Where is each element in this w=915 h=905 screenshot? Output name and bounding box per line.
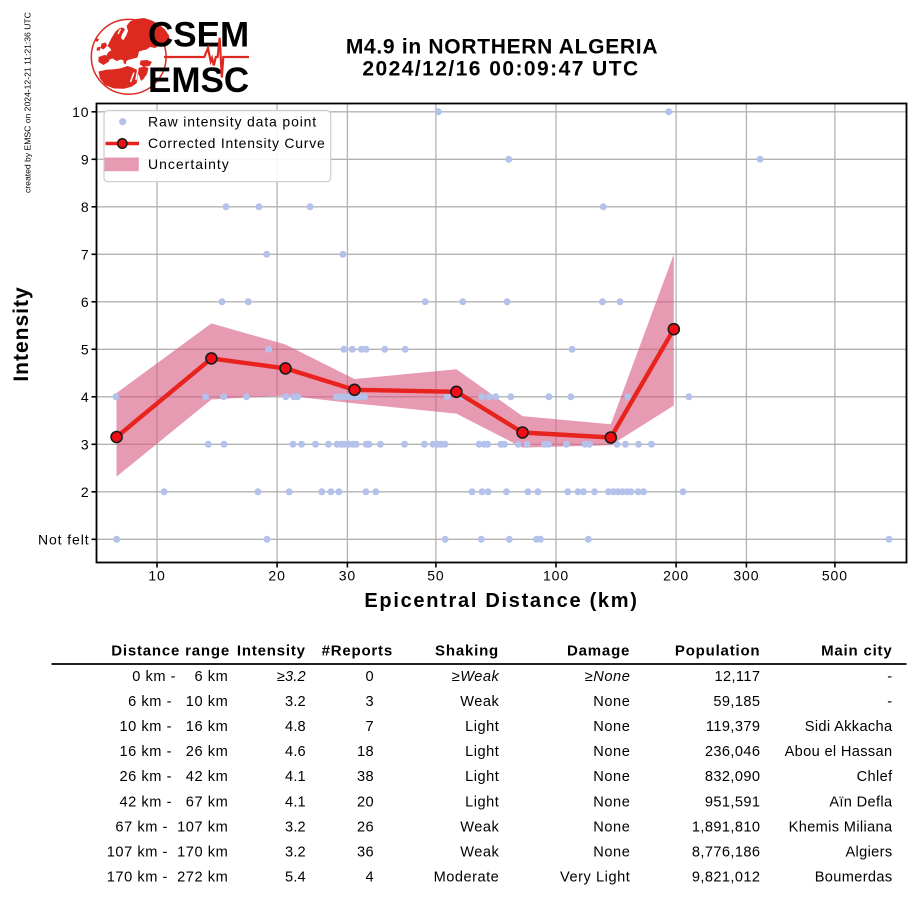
svg-text:≥Weak: ≥Weak bbox=[452, 669, 500, 685]
svg-text:Corrected Intensity Curve: Corrected Intensity Curve bbox=[148, 135, 325, 151]
svg-text:20: 20 bbox=[357, 794, 374, 810]
svg-text:4.1: 4.1 bbox=[285, 794, 306, 810]
svg-text:Sidi Akkacha: Sidi Akkacha bbox=[805, 719, 893, 735]
svg-text:6: 6 bbox=[81, 294, 90, 310]
svg-text:≥3.2: ≥3.2 bbox=[277, 669, 306, 685]
svg-text:None: None bbox=[593, 694, 630, 710]
svg-text:10: 10 bbox=[72, 104, 89, 120]
svg-text:4.1: 4.1 bbox=[285, 769, 306, 785]
svg-text:200: 200 bbox=[663, 568, 689, 584]
svg-text:4.6: 4.6 bbox=[285, 744, 306, 760]
svg-text:38: 38 bbox=[357, 769, 374, 785]
svg-text:3: 3 bbox=[81, 436, 90, 452]
svg-text:CSEM: CSEM bbox=[148, 16, 249, 55]
svg-text:None: None bbox=[593, 845, 630, 861]
svg-text:67 km - 107 km: 67 km - 107 km bbox=[115, 819, 228, 835]
svg-text:None: None bbox=[593, 744, 630, 760]
svg-text:None: None bbox=[593, 719, 630, 735]
svg-text:6 km - 10 km: 6 km - 10 km bbox=[128, 694, 228, 710]
svg-text:4: 4 bbox=[81, 389, 90, 405]
svg-text:Epicentral Distance (km): Epicentral Distance (km) bbox=[364, 590, 638, 612]
svg-text:59,185: 59,185 bbox=[713, 694, 760, 710]
svg-text:10 km - 16 km: 10 km - 16 km bbox=[119, 719, 228, 735]
svg-text:36: 36 bbox=[357, 845, 374, 861]
svg-text:18: 18 bbox=[357, 744, 374, 760]
svg-text:3.2: 3.2 bbox=[285, 694, 306, 710]
svg-text:832,090: 832,090 bbox=[705, 769, 761, 785]
svg-text:Shaking: Shaking bbox=[435, 643, 499, 660]
svg-text:≥None: ≥None bbox=[585, 669, 631, 685]
svg-text:Weak: Weak bbox=[460, 694, 499, 710]
svg-text:170 km - 272 km: 170 km - 272 km bbox=[107, 870, 229, 886]
svg-text:Not felt: Not felt bbox=[38, 531, 90, 547]
svg-text:30: 30 bbox=[339, 568, 356, 584]
svg-text:Intensity: Intensity bbox=[10, 286, 33, 381]
svg-text:Uncertainty: Uncertainty bbox=[148, 156, 230, 172]
svg-text:Chlef: Chlef bbox=[857, 769, 893, 785]
svg-text:2: 2 bbox=[81, 484, 90, 500]
svg-text:Population: Population bbox=[675, 643, 761, 660]
svg-text:5: 5 bbox=[81, 341, 90, 357]
svg-text:Light: Light bbox=[465, 744, 499, 760]
svg-text:created by EMSC on 2024-12-21: created by EMSC on 2024-12-21 11:21:36 U… bbox=[23, 12, 33, 193]
svg-text:8,776,186: 8,776,186 bbox=[692, 845, 761, 861]
svg-text:Intensity: Intensity bbox=[237, 643, 306, 660]
svg-text:16 km - 26 km: 16 km - 26 km bbox=[119, 744, 228, 760]
svg-text:Light: Light bbox=[465, 769, 499, 785]
svg-text:2024/12/16 00:09:47 UTC: 2024/12/16 00:09:47 UTC bbox=[362, 58, 639, 81]
svg-text:None: None bbox=[593, 819, 630, 835]
svg-text:0 km - 6 km: 0 km - 6 km bbox=[132, 669, 228, 685]
svg-text:10: 10 bbox=[148, 568, 165, 584]
svg-text:500: 500 bbox=[822, 568, 848, 584]
svg-text:None: None bbox=[593, 794, 630, 810]
svg-text:26 km - 42 km: 26 km - 42 km bbox=[119, 769, 228, 785]
svg-text:20: 20 bbox=[268, 568, 285, 584]
svg-text:951,591: 951,591 bbox=[705, 794, 761, 810]
svg-text:4.8: 4.8 bbox=[285, 719, 306, 735]
svg-text:M4.9 in NORTHERN ALGERIA: M4.9 in NORTHERN ALGERIA bbox=[346, 36, 658, 59]
svg-text:Very Light: Very Light bbox=[560, 870, 630, 886]
svg-text:Weak: Weak bbox=[460, 845, 499, 861]
svg-text:Main city: Main city bbox=[821, 643, 892, 660]
svg-text:Boumerdas: Boumerdas bbox=[815, 870, 893, 886]
svg-text:Light: Light bbox=[465, 794, 499, 810]
svg-text:50: 50 bbox=[427, 568, 444, 584]
svg-text:42 km - 67 km: 42 km - 67 km bbox=[119, 794, 228, 810]
svg-text:Khemis Miliana: Khemis Miliana bbox=[789, 819, 893, 835]
svg-text:100: 100 bbox=[543, 568, 569, 584]
svg-text:None: None bbox=[593, 769, 630, 785]
svg-text:Weak: Weak bbox=[460, 819, 499, 835]
svg-text:Aïn Defla: Aïn Defla bbox=[829, 794, 893, 810]
svg-text:Light: Light bbox=[465, 719, 499, 735]
svg-text:4: 4 bbox=[365, 870, 373, 886]
svg-text:#Reports: #Reports bbox=[322, 643, 393, 660]
svg-text:119,379: 119,379 bbox=[706, 719, 760, 735]
svg-text:EMSC: EMSC bbox=[148, 61, 249, 100]
svg-text:107 km - 170 km: 107 km - 170 km bbox=[107, 845, 229, 861]
svg-text:Raw intensity data point: Raw intensity data point bbox=[148, 114, 317, 130]
svg-text:5.4: 5.4 bbox=[285, 870, 306, 886]
svg-text:Algiers: Algiers bbox=[845, 845, 892, 861]
svg-text:Damage: Damage bbox=[567, 643, 630, 660]
svg-text:3.2: 3.2 bbox=[285, 845, 306, 861]
svg-text:1,891,810: 1,891,810 bbox=[692, 819, 761, 835]
svg-text:-: - bbox=[887, 694, 892, 710]
svg-text:3: 3 bbox=[365, 694, 373, 710]
svg-text:9,821,012: 9,821,012 bbox=[692, 870, 761, 886]
svg-text:7: 7 bbox=[365, 719, 373, 735]
svg-text:26: 26 bbox=[357, 819, 374, 835]
svg-text:8: 8 bbox=[81, 199, 90, 215]
svg-text:3.2: 3.2 bbox=[285, 819, 306, 835]
svg-text:0: 0 bbox=[365, 669, 373, 685]
svg-text:12,117: 12,117 bbox=[714, 669, 760, 685]
svg-text:Moderate: Moderate bbox=[434, 870, 500, 886]
svg-text:Distance range: Distance range bbox=[111, 643, 230, 660]
svg-text:236,046: 236,046 bbox=[705, 744, 761, 760]
svg-text:-: - bbox=[887, 669, 892, 685]
svg-text:9: 9 bbox=[81, 151, 90, 167]
svg-text:300: 300 bbox=[733, 568, 759, 584]
svg-text:7: 7 bbox=[81, 246, 90, 262]
svg-text:Abou el Hassan: Abou el Hassan bbox=[785, 744, 893, 760]
